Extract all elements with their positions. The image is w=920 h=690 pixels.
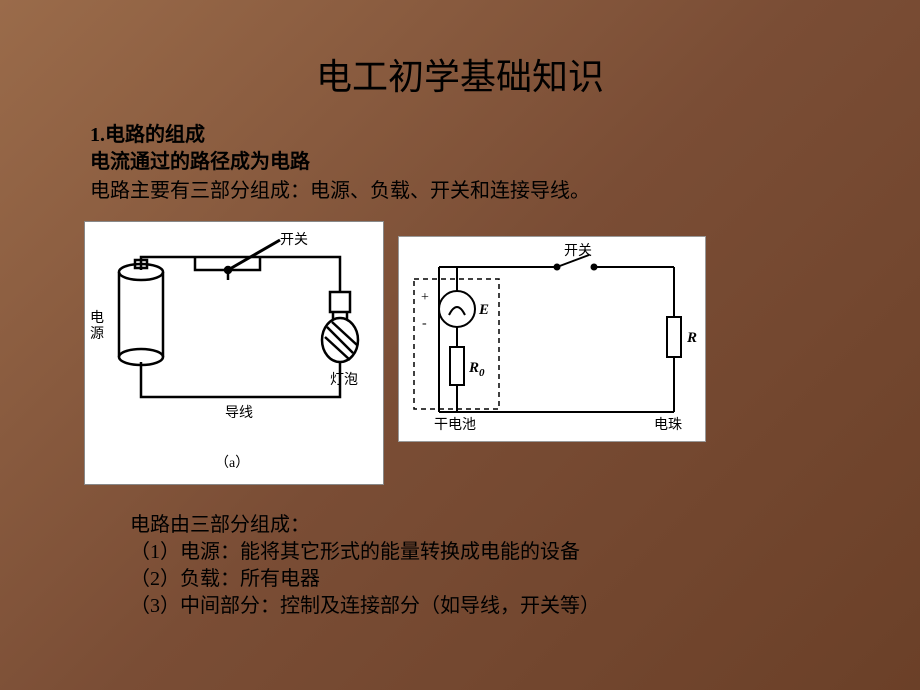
diagram-a: 开关 电源 导线 灯泡 （a） <box>84 221 384 485</box>
summary-l4: （3）中间部分：控制及连接部分（如导线，开关等） <box>130 593 600 620</box>
section-heading: 1.电路的组成 <box>90 118 205 147</box>
label-wire: 导线 <box>225 405 253 421</box>
label-minus: - <box>422 316 427 331</box>
summary-l3: （2）负载：所有电器 <box>130 566 600 593</box>
summary-l2: （1）电源：能将其它形式的能量转换成电能的设备 <box>130 539 600 566</box>
summary-l1: 电路由三部分组成： <box>130 512 600 539</box>
slide-title: 电工初学基础知识 <box>0 0 920 100</box>
label-e: E <box>478 302 489 318</box>
caption-a: （a） <box>215 455 249 471</box>
diagram-b: 开关 + - E R0 R 干电池 电珠 <box>398 236 706 442</box>
label-bulb-b: 电珠 <box>654 417 682 433</box>
label-battery: 干电池 <box>434 417 476 433</box>
label-switch-a: 开关 <box>280 232 308 248</box>
label-plus: + <box>421 290 429 305</box>
label-source: 电源 <box>90 310 104 342</box>
label-switch-b: 开关 <box>564 243 592 259</box>
label-r: R <box>686 330 697 346</box>
summary-block: 电路由三部分组成： （1）电源：能将其它形式的能量转换成电能的设备 （2）负载：… <box>130 512 600 620</box>
label-r0: R0 <box>468 360 485 379</box>
definition-line: 电流通过的路径成为电路 <box>90 145 310 174</box>
label-bulb-a: 灯泡 <box>330 372 358 388</box>
composition-line: 电路主要有三部分组成：电源、负载、开关和连接导线。 <box>90 174 590 203</box>
